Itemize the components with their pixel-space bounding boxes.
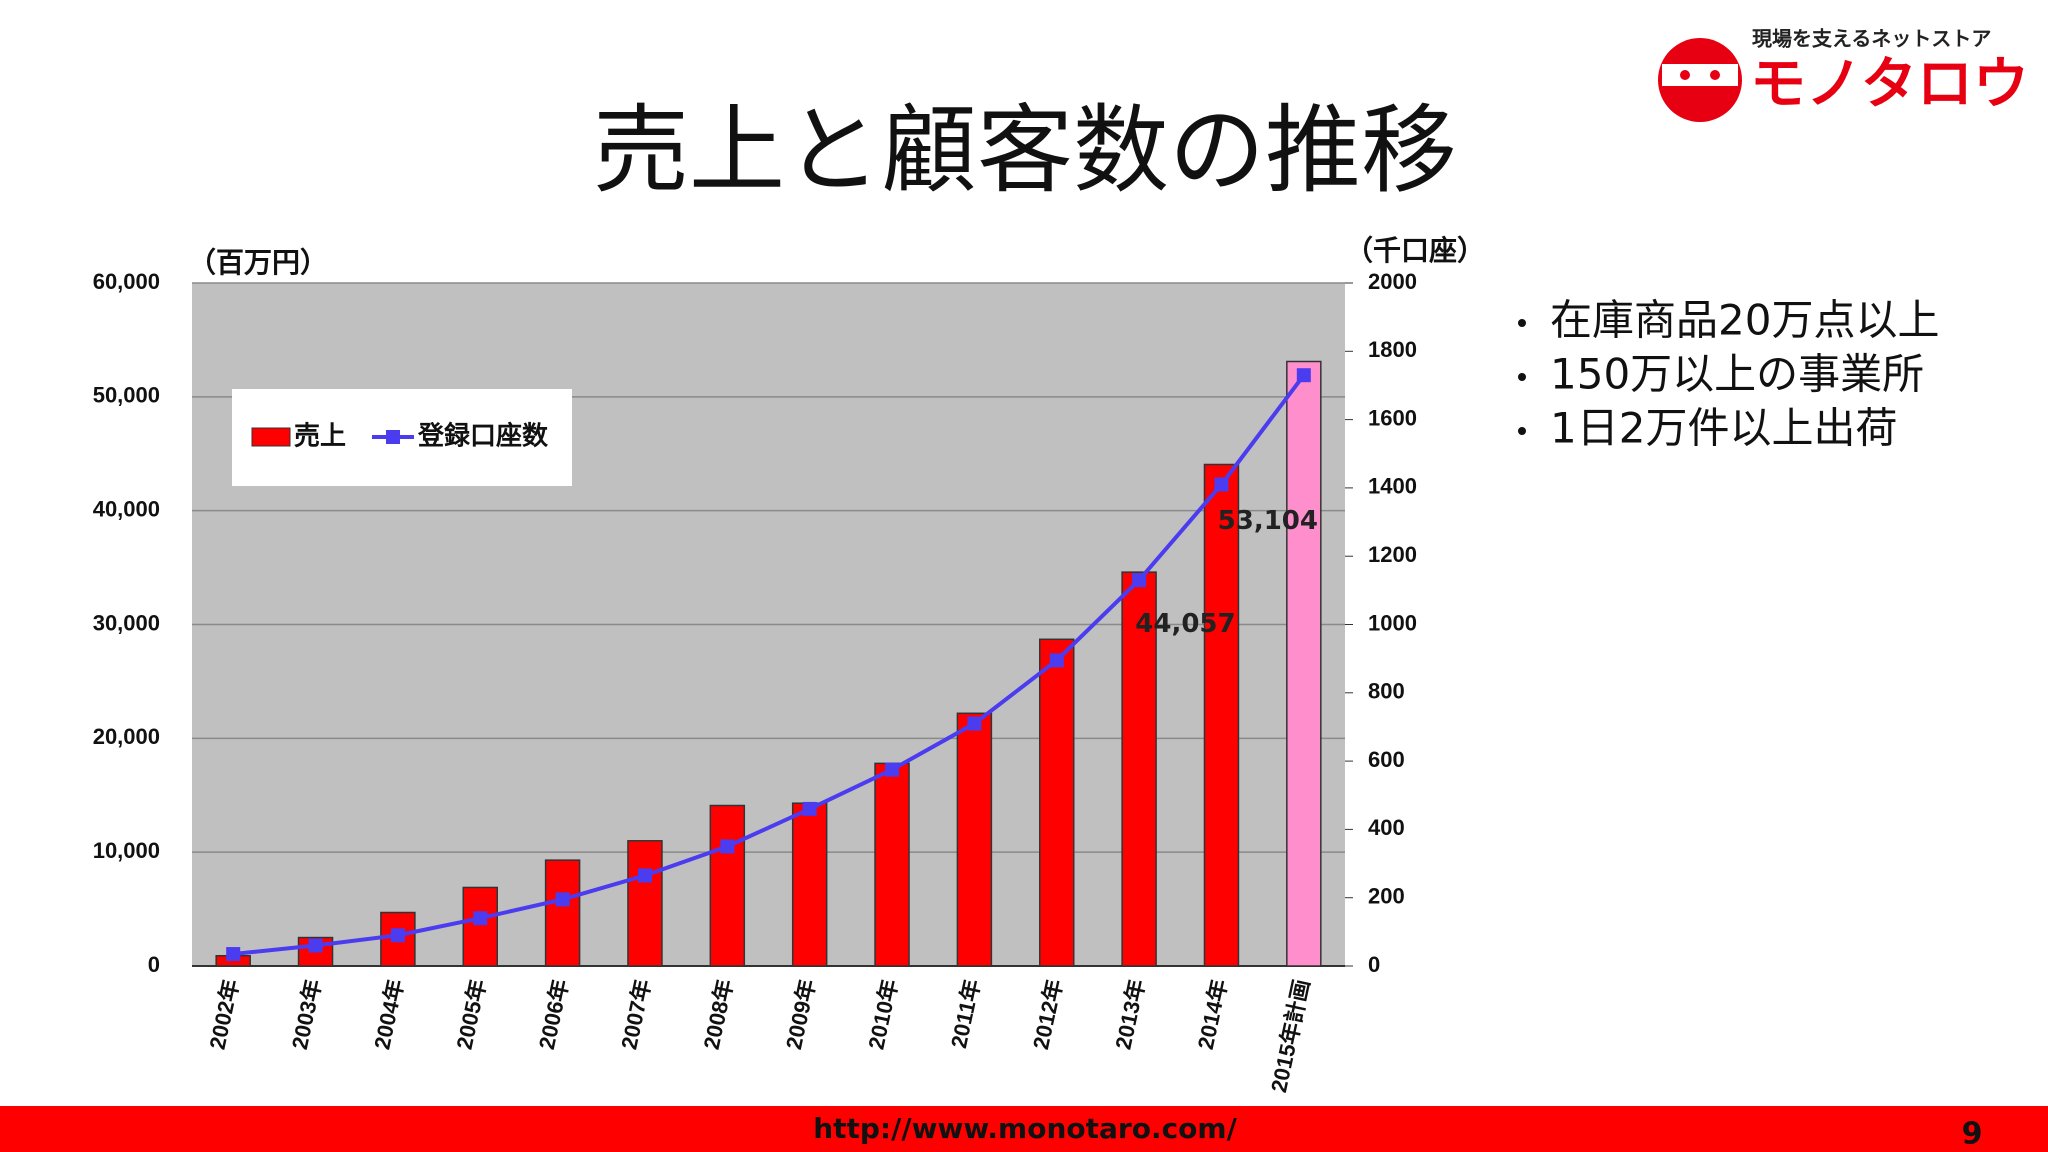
bullet-text: 150万以上の事業所 — [1550, 350, 1924, 399]
bar — [1039, 638, 1075, 967]
bullet-text: 1日2万件以上出荷 — [1550, 404, 1897, 453]
legend-swatch — [251, 427, 291, 447]
data-label: 53,104 — [1218, 506, 1318, 536]
bar — [709, 804, 746, 967]
y2-tick-label: 0 — [1368, 952, 1380, 977]
y-tick-label: 10,000 — [93, 838, 160, 863]
y2-tick-label: 1600 — [1368, 405, 1417, 430]
bar — [791, 802, 828, 967]
legend-marker — [386, 430, 400, 444]
bar — [1286, 360, 1322, 967]
line-marker — [967, 716, 982, 731]
line-marker — [1132, 573, 1147, 588]
bar — [956, 712, 993, 967]
y-tick-label: 50,000 — [93, 383, 160, 408]
footer-bar — [0, 1106, 2048, 1152]
bar — [544, 859, 581, 967]
legend-label: 売上 — [294, 422, 346, 452]
y2-tick-label: 1000 — [1368, 610, 1417, 635]
bullet-dot — [1518, 319, 1526, 327]
legend: 売上 登録口座数 — [232, 389, 572, 486]
line-marker — [885, 762, 900, 777]
y-tick-label: 60,000 — [93, 269, 160, 294]
y-tick-label: 30,000 — [93, 610, 160, 635]
line-marker — [637, 868, 652, 883]
y-tick-label: 0 — [148, 952, 160, 977]
logo-tagline: 現場を支えるネットストア — [1752, 27, 1991, 51]
bar — [1203, 463, 1240, 967]
y2-tick-label: 600 — [1368, 747, 1405, 772]
logo: 現場を支えるネットストア モノタロウ — [1658, 27, 2029, 122]
bullets: 在庫商品20万点以上 150万以上の事業所 1日2万件以上出荷 — [1518, 296, 1939, 453]
y2-tick-label: 1800 — [1368, 337, 1417, 362]
bullet-dot — [1518, 427, 1526, 435]
bar — [627, 840, 663, 967]
y2-tick-label: 1400 — [1368, 474, 1417, 499]
page-number: 9 — [1962, 1117, 1983, 1152]
bullet-text: 在庫商品20万点以上 — [1550, 296, 1939, 345]
y-tick-label: 20,000 — [93, 724, 160, 749]
title: 売上と顧客数の推移 — [593, 94, 1457, 206]
y2-axis-label: （千口座） — [1345, 234, 1485, 267]
line-marker — [390, 928, 405, 943]
y-tick-label: 40,000 — [93, 496, 160, 521]
y2-tick-label: 2000 — [1368, 269, 1417, 294]
line-marker — [802, 801, 817, 816]
bar — [462, 886, 498, 967]
logo-brand: モノタロウ — [1750, 52, 2029, 117]
y2-tick-label: 200 — [1368, 884, 1405, 909]
line-marker — [720, 839, 735, 854]
footer-url: http://www.monotaro.com/ — [813, 1112, 1237, 1145]
y2-tick-label: 400 — [1368, 815, 1405, 840]
logo-band — [1662, 64, 1738, 86]
line-marker — [1214, 477, 1229, 492]
legend-label: 登録口座数 — [417, 421, 549, 452]
y2-tick-label: 800 — [1368, 679, 1405, 704]
y2-tick-label: 1200 — [1368, 542, 1417, 567]
y-axis-label: （百万円） — [188, 246, 328, 279]
logo-eye — [1710, 70, 1720, 80]
line-marker — [473, 911, 488, 926]
line-marker — [226, 947, 241, 962]
line-marker — [1296, 368, 1311, 383]
bar — [874, 762, 910, 967]
line-marker — [1049, 653, 1064, 668]
line-marker — [555, 892, 570, 907]
logo-eye — [1680, 70, 1690, 80]
data-label: 44,057 — [1135, 609, 1235, 639]
bar — [1121, 571, 1157, 967]
line-marker — [308, 938, 323, 953]
line — [232, 374, 1306, 957]
bullet-dot — [1518, 373, 1526, 381]
